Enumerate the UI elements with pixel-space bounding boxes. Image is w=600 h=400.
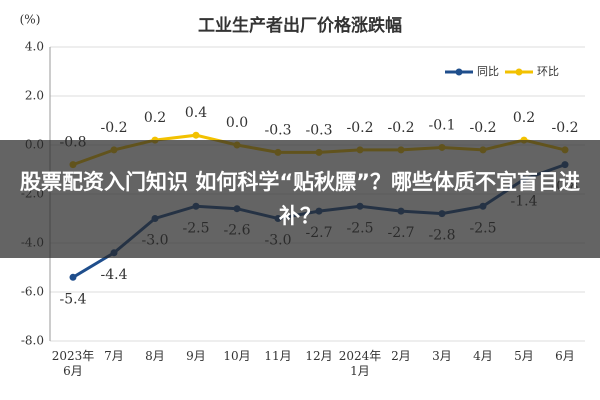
x-tick-label: 12月 [305, 349, 333, 363]
value-label: 0.2 [513, 110, 535, 126]
chart-title: 工业生产者出厂价格涨跌幅 [198, 15, 402, 36]
x-tick-label: 2024年 1月 [338, 349, 382, 378]
x-tick-label: 3月 [432, 349, 452, 363]
y-tick-label: -8.0 [21, 334, 44, 348]
value-label: -0.2 [388, 120, 415, 136]
legend-label: 环比 [537, 65, 559, 78]
x-tick-label: 10月 [223, 349, 251, 363]
x-tick-label: 2月 [391, 349, 411, 363]
x-tick-label: 11月 [264, 349, 292, 363]
y-axis-label: (%) [20, 13, 41, 27]
x-tick-label: 4月 [473, 349, 493, 363]
banner: 股票配资入门知识 如何科学“贴秋膘”？哪些体质不宜盲目进补？ [0, 140, 600, 258]
value-label: 0.0 [226, 115, 248, 131]
value-label: -0.1 [429, 117, 456, 133]
value-label: -5.4 [60, 291, 87, 307]
y-tick-label: 2.0 [25, 89, 44, 103]
y-tick-label: 4.0 [25, 40, 44, 54]
legend-marker [515, 68, 523, 76]
value-label: -0.2 [470, 120, 497, 136]
value-label: -0.3 [306, 122, 333, 138]
point [192, 131, 200, 139]
banner-text: 股票配资入门知识 如何科学“贴秋膘”？哪些体质不宜盲目进补？ [20, 170, 580, 228]
legend-label: 同比 [477, 65, 499, 78]
x-tick-label: 2023年 6月 [51, 349, 95, 378]
x-tick-label: 6月 [555, 349, 575, 363]
value-label: -0.2 [101, 120, 128, 136]
value-label: -0.2 [552, 120, 579, 136]
value-label: 0.2 [144, 110, 166, 126]
x-tick-label: 7月 [104, 349, 124, 363]
value-label: -0.2 [347, 120, 374, 136]
point [69, 273, 77, 281]
legend-marker [455, 68, 463, 76]
value-label: 0.4 [185, 105, 207, 121]
y-tick-label: -6.0 [21, 285, 44, 299]
value-label: -0.3 [265, 122, 292, 138]
x-tick-label: 5月 [514, 349, 534, 363]
x-tick-label: 9月 [186, 349, 206, 363]
value-label: -4.4 [101, 267, 128, 283]
x-tick-label: 8月 [145, 349, 165, 363]
